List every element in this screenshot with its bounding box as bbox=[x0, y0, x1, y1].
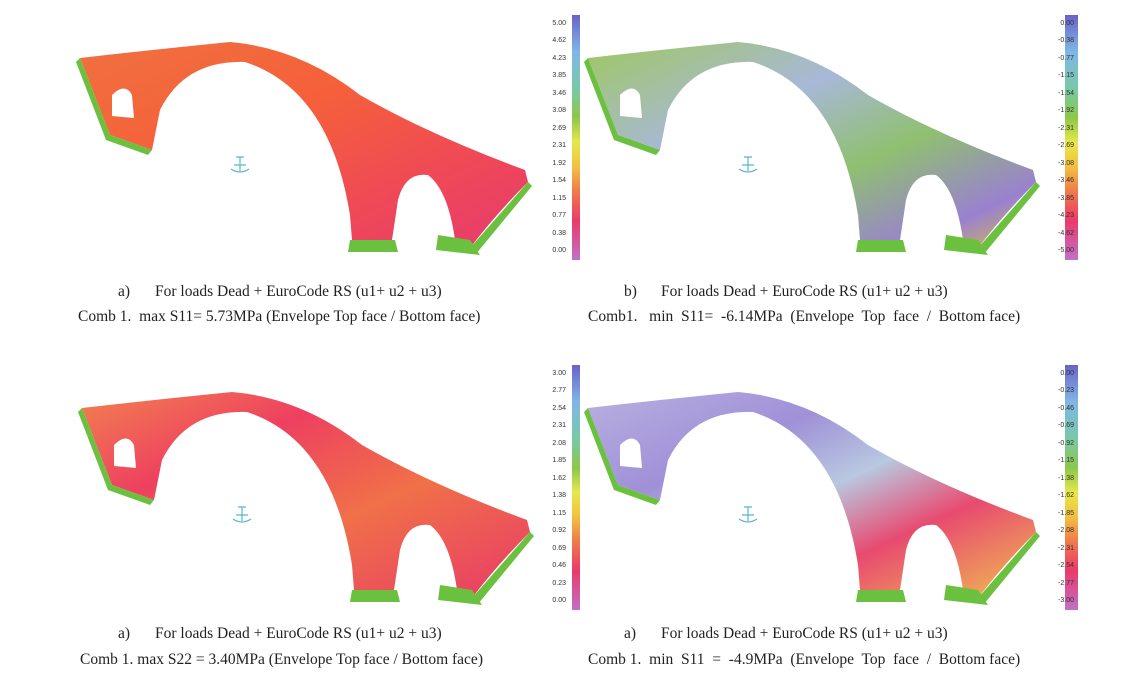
legend-label: -1.92 bbox=[1058, 107, 1074, 115]
legend-label: -2.69 bbox=[1058, 142, 1074, 150]
legend-label: -2.31 bbox=[1058, 544, 1074, 552]
legend-label: 1.85 bbox=[552, 457, 566, 465]
legend-label: -3.00 bbox=[1058, 597, 1074, 605]
legend-label: 4.62 bbox=[552, 37, 566, 45]
legend-label: 0.23 bbox=[552, 579, 566, 587]
legend-label: 0.38 bbox=[552, 229, 566, 237]
legend-label: -2.08 bbox=[1058, 527, 1074, 535]
legend-label: -1.38 bbox=[1058, 474, 1074, 482]
legend-label: 0.69 bbox=[552, 544, 566, 552]
legend-label: 1.15 bbox=[552, 509, 566, 517]
legend-label: 3.46 bbox=[552, 89, 566, 97]
legend-label: -0.46 bbox=[1058, 404, 1074, 412]
legend-label: -0.92 bbox=[1058, 439, 1074, 447]
legend-label: -1.54 bbox=[1058, 89, 1074, 97]
legend-label: 5.00 bbox=[552, 19, 566, 27]
legend-label: -1.85 bbox=[1058, 509, 1074, 517]
legend-label: -0.77 bbox=[1058, 54, 1074, 62]
legend-label: -1.15 bbox=[1058, 457, 1074, 465]
caption-line: a) For loads Dead + EuroCode RS (u1+ u2 +… bbox=[118, 625, 442, 643]
caption-text: For loads Dead + EuroCode RS (u1+ u2 + u… bbox=[661, 283, 948, 300]
caption-text: For loads Dead + EuroCode RS (u1+ u2 + u… bbox=[155, 625, 442, 642]
legend-label: 0.77 bbox=[552, 212, 566, 220]
legend-label: 1.62 bbox=[552, 474, 566, 482]
legend-label: -2.31 bbox=[1058, 124, 1074, 132]
legend-label: 0.46 bbox=[552, 562, 566, 570]
legend-label: 4.23 bbox=[552, 54, 566, 62]
legend-label: -4.23 bbox=[1058, 212, 1074, 220]
legend-label: -0.69 bbox=[1058, 422, 1074, 430]
legend-label: 0.00 bbox=[552, 247, 566, 255]
caption-line: Comb 1. max S11= 5.73MPa (Envelope Top f… bbox=[78, 308, 481, 325]
legend-label: -4.62 bbox=[1058, 229, 1074, 237]
caption-line: Comb 1. max S22 = 3.40MPa (Envelope Top … bbox=[80, 651, 483, 668]
legend-label: 2.31 bbox=[552, 422, 566, 430]
legend-label: 2.31 bbox=[552, 142, 566, 150]
legend-label: -5.00 bbox=[1058, 247, 1074, 255]
legend-label: 3.00 bbox=[552, 369, 566, 377]
caption-tag: b) bbox=[624, 283, 637, 300]
legend-label: 0.92 bbox=[552, 527, 566, 535]
caption-line: Comb1. min S11= -6.14MPa (Envelope Top f… bbox=[588, 308, 1021, 325]
legend-label: 3.85 bbox=[552, 72, 566, 80]
legend-label: 0.00 bbox=[1060, 19, 1074, 27]
legend-label: 1.15 bbox=[552, 194, 566, 202]
legend-label: 1.54 bbox=[552, 177, 566, 185]
legend-label: -3.46 bbox=[1058, 177, 1074, 185]
legend-label: -1.62 bbox=[1058, 492, 1074, 500]
caption-text: For loads Dead + EuroCode RS (u1+ u2 + u… bbox=[661, 625, 948, 642]
legend-label: 2.08 bbox=[552, 439, 566, 447]
legend-label: 3.08 bbox=[552, 107, 566, 115]
caption-tag: a) bbox=[118, 283, 131, 300]
legend-label: -3.85 bbox=[1058, 194, 1074, 202]
legend-label: -2.54 bbox=[1058, 562, 1074, 570]
legend-label: -0.23 bbox=[1058, 387, 1074, 395]
caption-line: Comb 1. min S11 = -4.9MPa (Envelope Top … bbox=[588, 651, 1021, 668]
legend-label: 2.69 bbox=[552, 124, 566, 132]
caption-tag: a) bbox=[118, 625, 131, 642]
caption-line: a) For loads Dead + EuroCode RS (u1+ u2 +… bbox=[118, 283, 442, 301]
legend-label: 1.92 bbox=[552, 159, 566, 167]
legend-label: -1.15 bbox=[1058, 72, 1074, 80]
caption-line: a) For loads Dead + EuroCode RS (u1+ u2 +… bbox=[624, 625, 948, 643]
legend-label: 1.38 bbox=[552, 492, 566, 500]
legend-label: -0.38 bbox=[1058, 37, 1074, 45]
caption-text: For loads Dead + EuroCode RS (u1+ u2 + u… bbox=[155, 283, 442, 300]
caption-tag: a) bbox=[624, 625, 637, 642]
legend-label: 0.00 bbox=[1060, 369, 1074, 377]
legend-label: 2.54 bbox=[552, 404, 566, 412]
legend-label: 2.77 bbox=[552, 387, 566, 395]
legend-label: -2.77 bbox=[1058, 579, 1074, 587]
legend-label: 0.00 bbox=[552, 597, 566, 605]
legend-label: -3.08 bbox=[1058, 159, 1074, 167]
caption-line: b) For loads Dead + EuroCode RS (u1+ u2 +… bbox=[624, 283, 948, 301]
